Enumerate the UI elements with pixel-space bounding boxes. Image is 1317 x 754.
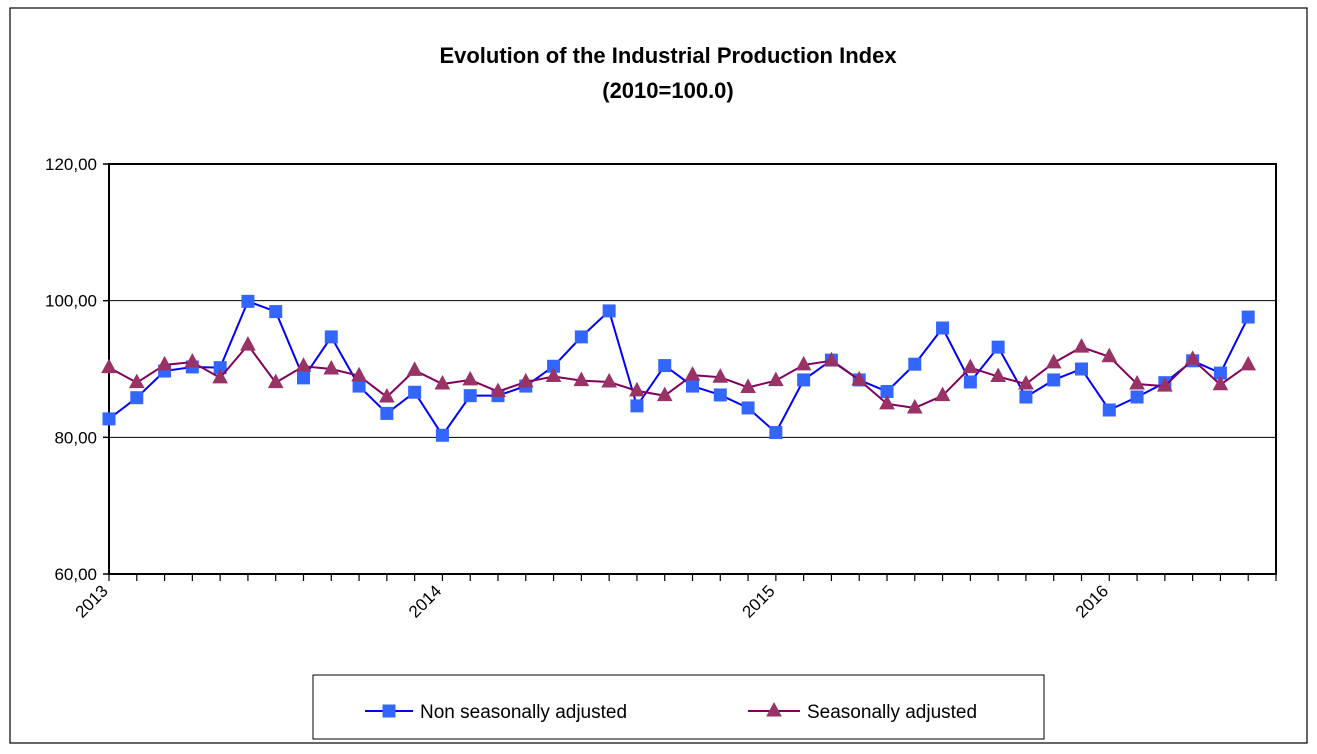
data-point-triangle <box>1240 355 1257 371</box>
data-point-triangle <box>545 367 562 383</box>
data-point-triangle <box>351 366 367 382</box>
data-point-triangle <box>906 398 923 414</box>
data-point-square <box>991 340 1005 354</box>
data-point-square <box>741 401 755 415</box>
data-point-triangle <box>267 373 284 389</box>
data-point-triangle <box>823 351 840 367</box>
data-point-square <box>686 379 699 393</box>
data-point-square <box>630 399 644 413</box>
data-point-square <box>352 379 366 393</box>
legend-swatch-marker-non-seasonally-adjusted <box>382 704 396 718</box>
data-point-triangle <box>1212 375 1229 391</box>
data-point-triangle <box>601 372 617 388</box>
data-point-square <box>102 412 116 426</box>
data-point-square <box>908 357 922 371</box>
data-point-triangle <box>156 355 173 371</box>
data-point-square <box>1047 373 1061 387</box>
data-point-triangle <box>1073 338 1090 353</box>
data-point-triangle <box>795 355 812 371</box>
y-tick-label: 120,00 <box>45 155 97 174</box>
legend-label-non-seasonally-adjusted: Non seasonally adjusted <box>420 702 627 723</box>
data-point-triangle <box>1184 350 1201 365</box>
data-point-triangle <box>684 366 701 381</box>
data-point-triangle <box>962 358 979 374</box>
chart-subtitle: (2010=100.0) <box>602 78 734 103</box>
data-point-triangle <box>656 386 673 402</box>
data-point-square <box>269 305 283 319</box>
data-point-triangle <box>768 371 784 387</box>
data-point-square <box>324 330 338 344</box>
data-point-square <box>769 426 783 440</box>
data-point-square <box>713 388 727 402</box>
data-point-square <box>963 375 977 389</box>
data-point-square <box>1241 310 1255 324</box>
data-point-square <box>658 359 672 373</box>
data-point-triangle <box>379 387 395 403</box>
legend-label-seasonally-adjusted: Seasonally adjusted <box>807 702 977 723</box>
data-point-square <box>463 389 477 403</box>
data-point-triangle <box>1101 347 1118 363</box>
data-point-triangle <box>490 382 506 398</box>
data-point-triangle <box>1129 374 1145 390</box>
data-point-triangle <box>1157 377 1173 392</box>
data-point-triangle <box>434 374 451 390</box>
data-point-triangle <box>184 353 201 368</box>
data-point-triangle <box>1045 353 1062 369</box>
data-point-triangle <box>879 394 895 410</box>
data-point-triangle <box>295 357 312 372</box>
data-point-square <box>797 373 811 387</box>
legend-box <box>312 674 1045 740</box>
data-point-triangle <box>851 370 868 386</box>
data-point-square <box>380 406 394 420</box>
data-point-triangle <box>462 370 479 386</box>
data-point-triangle <box>323 359 340 375</box>
data-point-triangle <box>740 378 756 393</box>
data-point-triangle <box>629 381 645 397</box>
data-point-square <box>1102 403 1116 417</box>
data-point-triangle <box>406 361 423 376</box>
legend-swatch-marker-seasonally-adjusted <box>766 701 782 717</box>
data-point-triangle <box>240 336 256 351</box>
data-point-square <box>936 321 950 335</box>
data-point-triangle <box>712 368 729 383</box>
data-point-square <box>435 428 449 442</box>
data-point-triangle <box>990 367 1006 383</box>
y-tick-label: 60,00 <box>54 565 97 584</box>
data-point-triangle <box>573 371 590 387</box>
legend: Non seasonally adjusted Seasonally adjus… <box>312 674 1045 740</box>
data-point-triangle <box>934 386 951 402</box>
data-point-triangle <box>1018 374 1034 390</box>
data-point-square <box>1130 390 1144 404</box>
data-point-square <box>297 371 310 385</box>
y-tick-label: 80,00 <box>54 428 97 447</box>
y-tick-label: 100,00 <box>45 292 97 311</box>
data-point-square <box>1019 390 1033 404</box>
data-point-triangle <box>101 358 117 374</box>
data-point-triangle <box>128 373 145 389</box>
data-point-square <box>408 385 422 399</box>
chart-title: Evolution of the Industrial Production I… <box>439 43 897 68</box>
data-point-square <box>130 391 144 405</box>
data-point-square <box>1075 362 1088 376</box>
data-point-triangle <box>212 368 228 384</box>
data-point-triangle <box>517 372 534 388</box>
data-point-square <box>574 330 588 344</box>
data-point-square <box>241 294 255 308</box>
data-point-square <box>602 304 616 318</box>
